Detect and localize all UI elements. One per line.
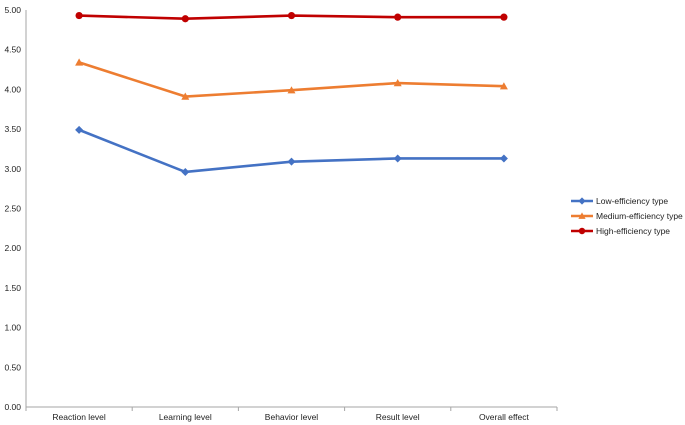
circle-marker [578, 227, 586, 235]
diamond-marker [578, 197, 586, 205]
x-axis-ticks: Reaction level Learning level Behavior lev… [25, 407, 558, 422]
y-tick-label: 3.50 [4, 124, 21, 134]
diamond-marker [499, 154, 508, 163]
legend-item: High-efficiency type [571, 226, 670, 236]
triangle-marker [499, 82, 508, 90]
triangle-marker [181, 92, 190, 100]
x-tick-label: Reaction level [52, 412, 106, 422]
diamond-marker [393, 154, 402, 163]
legend-label: Medium-efficiency type [596, 211, 683, 221]
series-layer [75, 11, 508, 176]
series-group [75, 11, 508, 23]
y-tick-label: 4.00 [4, 84, 21, 94]
circle-marker [287, 11, 296, 20]
series-group [75, 58, 508, 100]
triangle-marker [578, 212, 586, 219]
triangle-marker [393, 79, 402, 87]
triangle-marker [75, 58, 84, 66]
x-tick-label: Learning level [159, 412, 212, 422]
x-tick-label: Behavior level [265, 412, 319, 422]
series-group [75, 125, 508, 176]
legend-item: Medium-efficiency type [571, 211, 683, 221]
y-tick-label: 4.50 [4, 45, 21, 55]
legend-label: High-efficiency type [596, 226, 670, 236]
y-tick-label: 2.00 [4, 243, 21, 253]
circle-marker [75, 11, 83, 20]
diamond-marker [181, 167, 190, 176]
legend: Low-efficiency type Medium-efficiency typ… [571, 196, 683, 236]
circle-marker [394, 13, 402, 21]
y-tick-label: 5.00 [4, 5, 21, 15]
y-tick-label: 0.50 [4, 362, 21, 372]
legend-item: Low-efficiency type [571, 196, 668, 206]
y-tick-label: 1.00 [4, 323, 21, 333]
diamond-marker [287, 157, 296, 166]
y-tick-label: 0.00 [4, 402, 21, 412]
series-line [77, 128, 506, 174]
circle-marker [181, 15, 189, 23]
y-tick-label: 3.00 [4, 164, 21, 174]
diamond-marker [75, 125, 84, 134]
y-axis-ticks: 0.00 0.50 1.00 1.50 2.00 2.50 3.00 3.50 4.00 4.50… [4, 5, 21, 412]
x-tick-label: Result level [376, 412, 420, 422]
x-tick-label: Overall effect [479, 412, 530, 422]
triangle-marker [287, 86, 296, 94]
circle-marker [500, 13, 508, 21]
y-tick-label: 1.50 [4, 283, 21, 293]
y-tick-label: 2.50 [4, 204, 21, 214]
legend-label: Low-efficiency type [596, 196, 668, 206]
